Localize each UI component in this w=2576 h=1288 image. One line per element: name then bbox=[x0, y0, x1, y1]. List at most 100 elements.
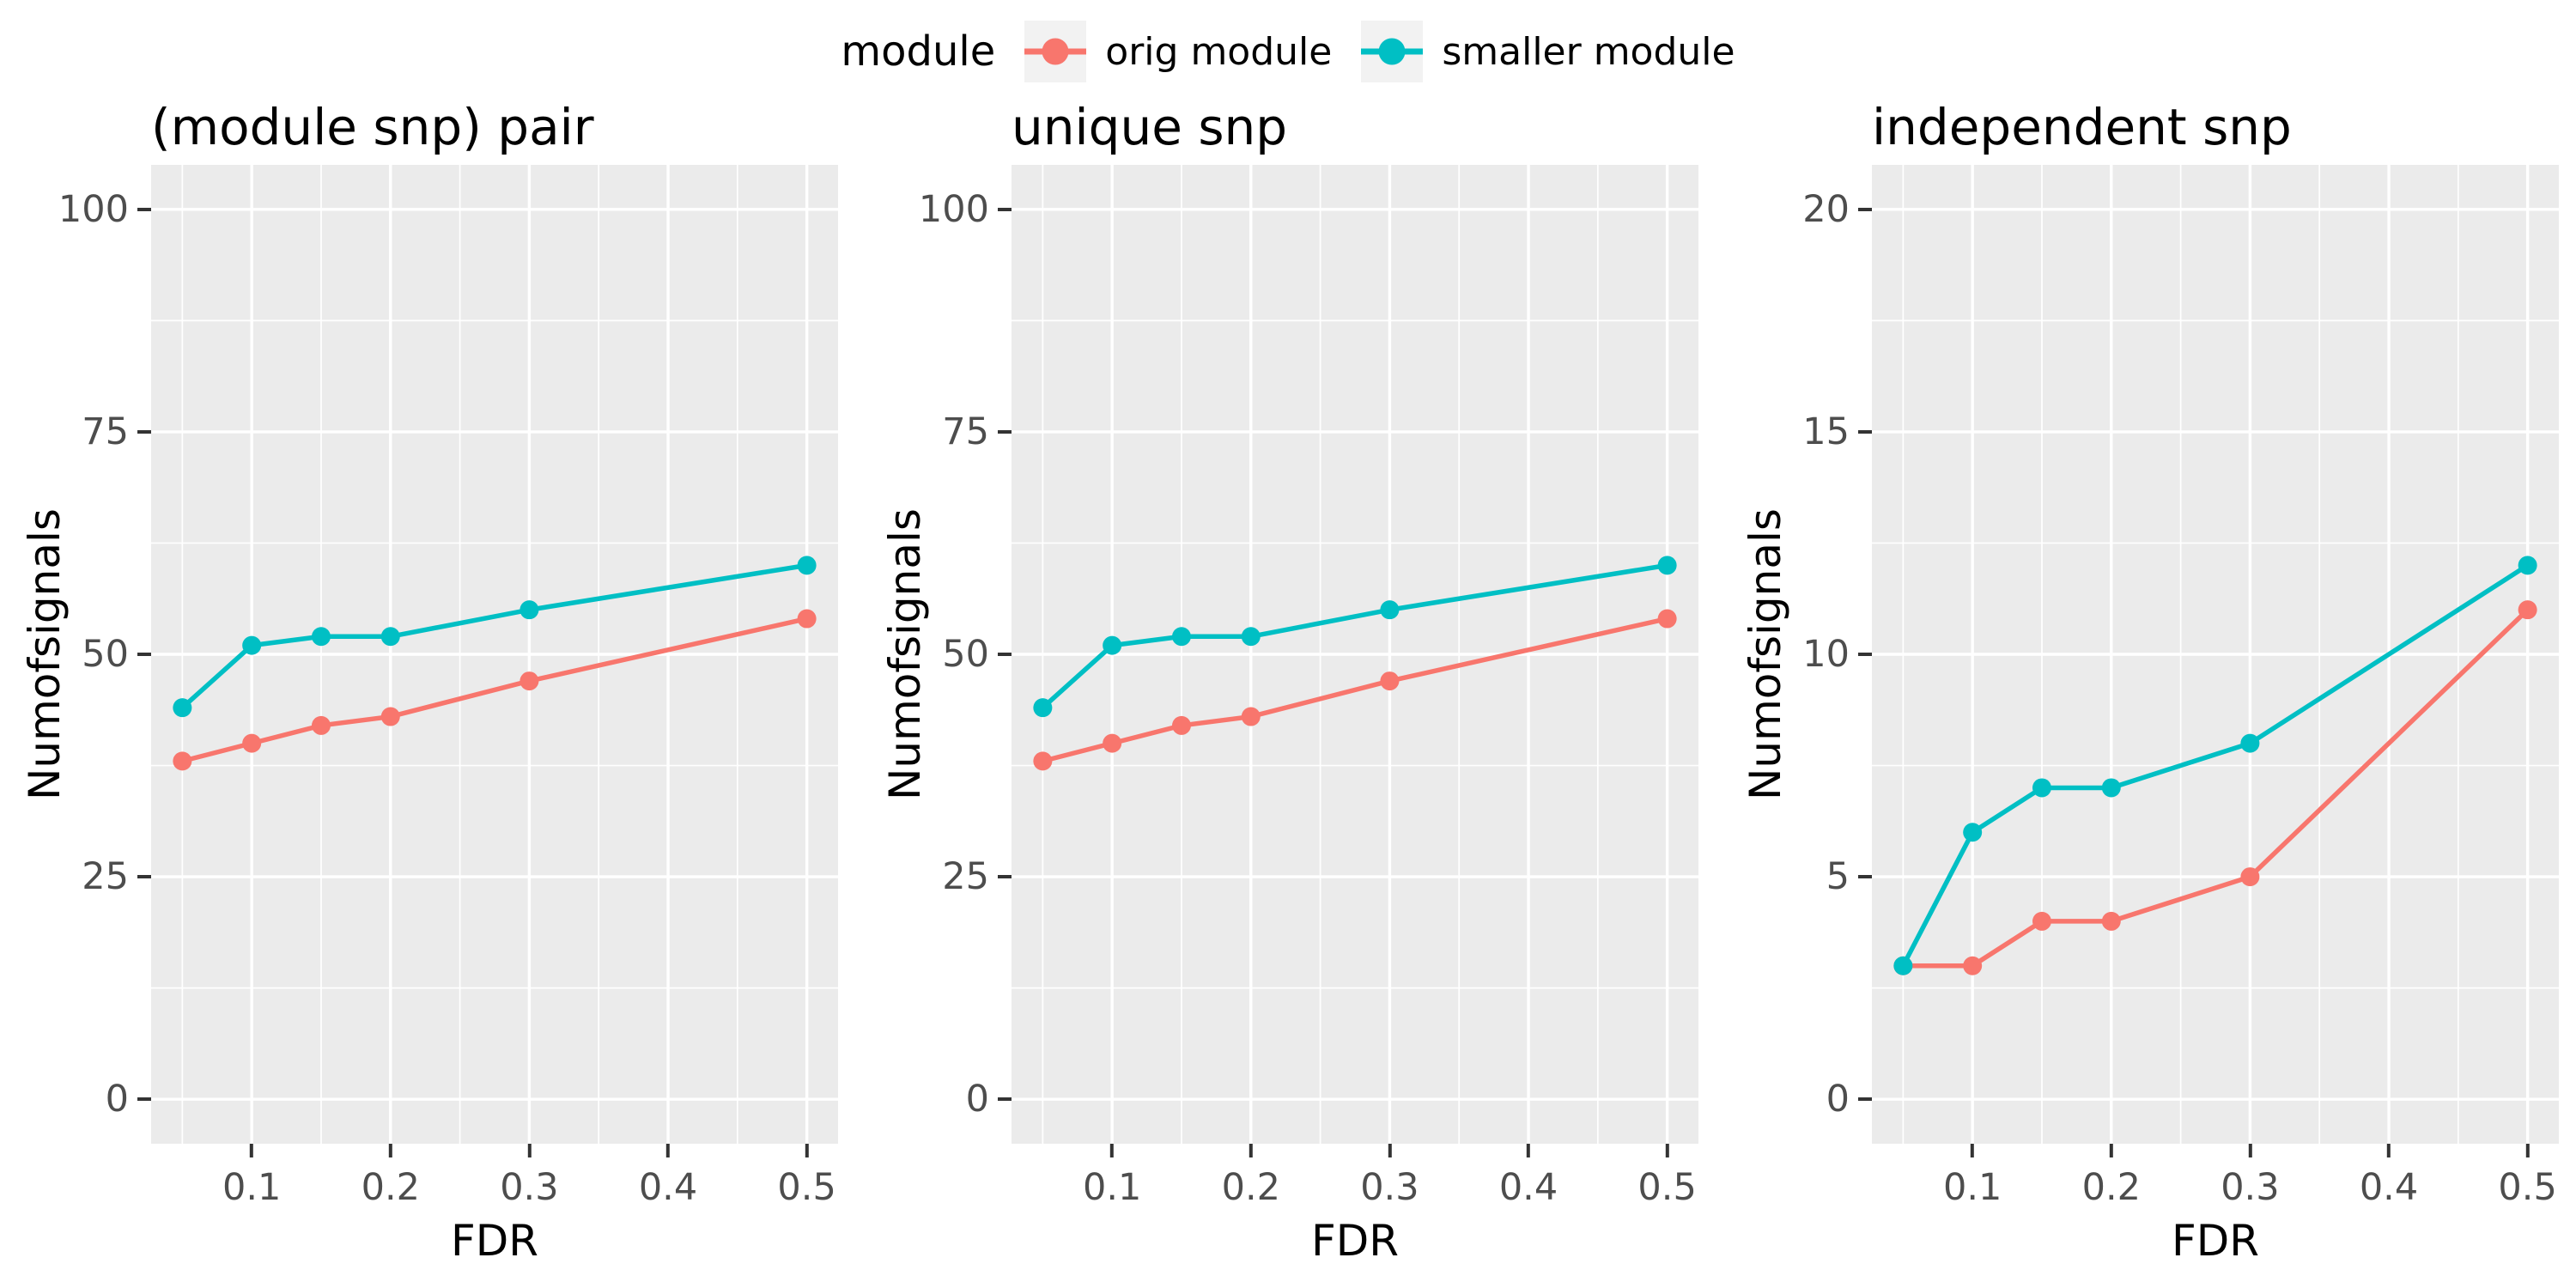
x-tick: 0.4 bbox=[1499, 1144, 1558, 1209]
x-tick-label: 0.5 bbox=[2498, 1166, 2557, 1209]
data-point bbox=[1893, 956, 1913, 975]
x-tick-mark bbox=[2525, 1144, 2530, 1157]
data-point bbox=[1171, 627, 1191, 647]
data-point bbox=[242, 635, 262, 655]
x-tick-label: 0.4 bbox=[638, 1166, 698, 1209]
panel-title: unique snp bbox=[1012, 98, 1288, 156]
x-tick-label: 0.5 bbox=[777, 1166, 836, 1209]
y-tick: 5 bbox=[1826, 855, 1872, 898]
y-tick-mark bbox=[1858, 207, 1872, 211]
y-tick-mark bbox=[1858, 1097, 1872, 1102]
series-line bbox=[1042, 616, 1668, 764]
y-tick-label: 20 bbox=[1802, 187, 1850, 231]
charts-row: (module snp) pair Numofsignals 0 25 50 75 10… bbox=[17, 86, 2559, 1276]
y-tick-label: 50 bbox=[942, 633, 989, 676]
legend-item-label: smaller module bbox=[1442, 29, 1735, 74]
data-point bbox=[1241, 627, 1261, 647]
x-tick: 0.1 bbox=[222, 1144, 281, 1209]
x-tick-label: 0.2 bbox=[361, 1166, 420, 1209]
data-point bbox=[1033, 751, 1053, 771]
data-point bbox=[519, 600, 539, 620]
x-tick: 0.1 bbox=[1083, 1144, 1141, 1209]
y-axis-label: Numofsignals bbox=[880, 508, 930, 800]
y-tick: 25 bbox=[82, 855, 151, 898]
y-tick-label: 75 bbox=[942, 410, 989, 453]
y-tick: 20 bbox=[1802, 188, 1872, 231]
x-tick-mark bbox=[1971, 1144, 1975, 1157]
plot-area bbox=[1012, 165, 1698, 1144]
data-point bbox=[2240, 867, 2260, 887]
y-tick: 75 bbox=[82, 410, 151, 453]
y-axis-ticks: 0 25 50 75 100 bbox=[919, 165, 1012, 1144]
y-axis-label: Numofsignals bbox=[1741, 508, 1790, 800]
x-tick: 0.2 bbox=[361, 1144, 420, 1209]
x-tick: 0.2 bbox=[1222, 1144, 1280, 1209]
data-point bbox=[1963, 956, 1983, 975]
x-tick-label: 0.4 bbox=[1498, 1166, 1558, 1209]
y-tick: 15 bbox=[1802, 410, 1872, 453]
x-tick-label: 0.1 bbox=[1942, 1166, 2002, 1209]
x-axis-label: FDR bbox=[450, 1216, 538, 1266]
x-tick-label: 0.2 bbox=[2081, 1166, 2141, 1209]
data-point bbox=[797, 609, 817, 629]
x-tick: 0.4 bbox=[2360, 1144, 2418, 1209]
y-tick-label: 5 bbox=[1826, 855, 1850, 899]
panel-independent-snp: independent snp Numofsignals 0 5 10 15 20 0.… bbox=[1738, 86, 2559, 1276]
x-tick: 0.3 bbox=[1360, 1144, 1419, 1209]
y-tick-label: 10 bbox=[1802, 633, 1850, 676]
panel-module-snp-pair: (module snp) pair Numofsignals 0 25 50 75 10… bbox=[17, 86, 838, 1276]
y-tick-label: 0 bbox=[1826, 1078, 1850, 1121]
data-point bbox=[2032, 778, 2051, 798]
x-tick-mark bbox=[666, 1144, 671, 1157]
y-tick: 10 bbox=[1802, 633, 1872, 676]
data-point bbox=[1380, 671, 1400, 691]
legend-item-orig-module: orig module bbox=[1024, 21, 1332, 82]
data-point bbox=[311, 627, 331, 647]
x-tick-label: 0.3 bbox=[500, 1166, 559, 1209]
series-line bbox=[181, 616, 808, 764]
x-tick-mark bbox=[2387, 1144, 2391, 1157]
x-tick-mark bbox=[1388, 1144, 1392, 1157]
data-point bbox=[1241, 707, 1261, 726]
x-tick: 0.5 bbox=[2498, 1144, 2557, 1209]
y-tick-mark bbox=[137, 429, 151, 434]
x-tick-mark bbox=[805, 1144, 809, 1157]
legend-key-swatch bbox=[1024, 21, 1087, 82]
y-tick-mark bbox=[137, 875, 151, 879]
y-tick: 0 bbox=[1826, 1078, 1872, 1121]
data-point bbox=[380, 707, 400, 726]
x-tick-label: 0.4 bbox=[2359, 1166, 2419, 1209]
x-tick-mark bbox=[1110, 1144, 1115, 1157]
y-tick-label: 100 bbox=[918, 187, 989, 231]
data-point bbox=[2032, 911, 2051, 931]
x-tick-mark bbox=[250, 1144, 254, 1157]
data-point bbox=[519, 671, 539, 691]
y-tick: 50 bbox=[82, 633, 151, 676]
x-tick-mark bbox=[388, 1144, 392, 1157]
data-point bbox=[1103, 635, 1122, 655]
data-point bbox=[2518, 556, 2537, 575]
y-tick-mark bbox=[1858, 653, 1872, 656]
data-point bbox=[1380, 600, 1400, 620]
series-line bbox=[180, 562, 808, 710]
y-tick-mark bbox=[998, 653, 1012, 656]
data-point bbox=[173, 751, 192, 771]
y-tick-label: 25 bbox=[942, 855, 989, 899]
y-tick-mark bbox=[1858, 429, 1872, 434]
y-tick-mark bbox=[137, 1097, 151, 1102]
series-line bbox=[1903, 608, 2530, 969]
x-axis-label: FDR bbox=[2171, 1216, 2259, 1266]
y-tick-label: 15 bbox=[1802, 410, 1850, 453]
data-point bbox=[242, 733, 262, 753]
y-tick: 100 bbox=[58, 188, 151, 231]
x-tick-mark bbox=[1249, 1144, 1253, 1157]
x-tick-label: 0.1 bbox=[222, 1166, 282, 1209]
x-axis-label: FDR bbox=[1310, 1216, 1399, 1266]
x-tick: 0.2 bbox=[2082, 1144, 2141, 1209]
x-tick-mark bbox=[1665, 1144, 1669, 1157]
y-tick-mark bbox=[998, 207, 1012, 211]
data-point bbox=[173, 698, 192, 718]
x-tick-label: 0.3 bbox=[1360, 1166, 1419, 1209]
legend-key-dot-icon bbox=[1378, 38, 1406, 65]
y-tick-mark bbox=[998, 1097, 1012, 1102]
